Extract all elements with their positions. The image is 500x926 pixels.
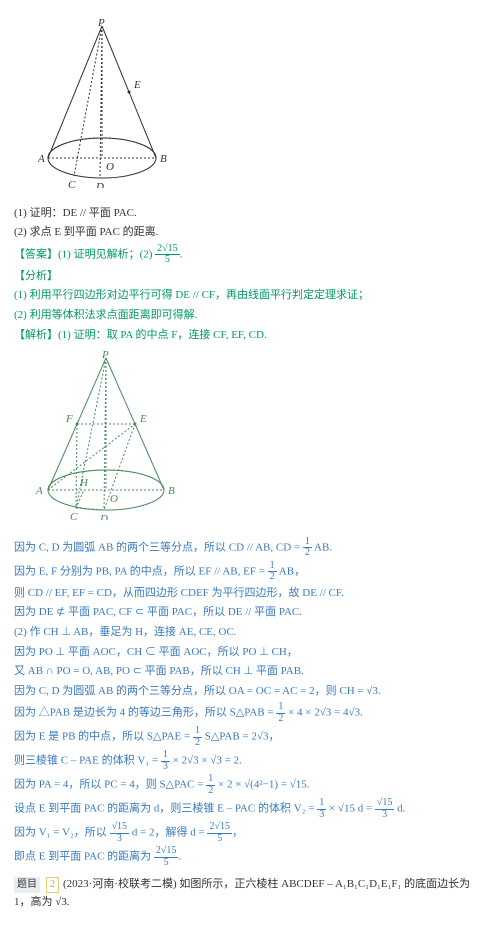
analysis-2: (2) 利用等体积法求点面距离即可得解. bbox=[14, 307, 486, 325]
analysis-label: 【分析】 bbox=[14, 268, 486, 286]
cone-figure-2: P A B C D O E F H bbox=[32, 350, 486, 527]
svg-text:C: C bbox=[70, 511, 78, 520]
p6: 因为 PO ⊥ 平面 AOC，CH ⊂ 平面 AOC，所以 PO ⊥ CH， bbox=[14, 644, 486, 662]
answer-line: 【答案】(1) 证明见解析；(2) 2√155. bbox=[14, 244, 486, 266]
p1: 因为 C, D 为圆弧 AB 的两个三等分点，所以 CD // AB, CD =… bbox=[14, 537, 486, 559]
question-1: (1) 证明：DE // 平面 PAC. bbox=[14, 205, 486, 223]
p7: 又 AB ∩ PO = O, AB, PO ⊂ 平面 PAB，所以 CH ⊥ 平… bbox=[14, 663, 486, 681]
svg-text:H: H bbox=[79, 477, 89, 489]
problem-tag: 题目 bbox=[14, 877, 40, 893]
svg-text:P: P bbox=[101, 350, 109, 361]
cone-figure-1: P A B C D O E bbox=[32, 18, 486, 195]
p5: (2) 作 CH ⊥ AB，垂足为 H，连接 AE, CE, OC. bbox=[14, 624, 486, 642]
p4: 因为 DE ⊄ 平面 PAC, CF ⊂ 平面 PAC，所以 DE // 平面 … bbox=[14, 604, 486, 622]
svg-text:O: O bbox=[106, 161, 114, 173]
svg-text:E: E bbox=[139, 413, 147, 425]
p2: 因为 E, F 分别为 PB, PA 的中点，所以 EF // AB, EF =… bbox=[14, 561, 486, 583]
svg-text:F: F bbox=[65, 413, 73, 425]
problem-source: (2023·河南·校联考二模) 如图所示，正六棱柱 ABCDEF – A₁B₁C… bbox=[14, 878, 470, 908]
p12: 因为 PA = 4，所以 PC = 4，则 S△PAC = 12 × 2 × √… bbox=[14, 774, 486, 796]
p14: 因为 V₁ = V₂，所以 √153 d = 2，解得 d = 2√155， bbox=[14, 822, 486, 844]
svg-text:D: D bbox=[99, 513, 108, 520]
question-2: (2) 求点 E 到平面 PAC 的距离. bbox=[14, 224, 486, 242]
svg-text:D: D bbox=[95, 181, 104, 188]
cone-svg-1: P A B C D O E bbox=[32, 18, 172, 188]
p3: 则 CD // EF, EF = CD，从而四边形 CDEF 为平行四边形，故 … bbox=[14, 585, 486, 603]
p11: 则三棱锥 C – PAE 的体积 V₁ = 13 × 2√3 × √3 = 2. bbox=[14, 750, 486, 772]
svg-text:B: B bbox=[168, 485, 175, 497]
svg-text:O: O bbox=[110, 493, 118, 505]
problem-number: 2 bbox=[46, 877, 59, 893]
svg-text:A: A bbox=[35, 485, 43, 497]
svg-text:B: B bbox=[160, 153, 167, 165]
analysis-1: (1) 利用平行四边形对边平行可得 DE // CF，再由线面平行判定定理求证； bbox=[14, 287, 486, 305]
svg-text:A: A bbox=[37, 153, 45, 165]
answer-label: 【答案】 bbox=[14, 248, 58, 260]
svg-text:P: P bbox=[97, 18, 105, 29]
svg-text:C: C bbox=[68, 179, 76, 188]
p15: 即点 E 到平面 PAC 的距离为 2√155. bbox=[14, 846, 486, 868]
p10: 因为 E 是 PB 的中点，所以 S△PAE = 12 S△PAB = 2√3， bbox=[14, 726, 486, 748]
answer-frac: 2√155 bbox=[155, 244, 180, 266]
solution-line0: 【解析】(1) 证明：取 PA 的中点 F，连接 CF, EF, CD. bbox=[14, 327, 486, 345]
solution-label: 【解析】 bbox=[14, 329, 58, 341]
p13: 设点 E 到平面 PAC 的距离为 d，则三棱锥 E – PAC 的体积 V₂ … bbox=[14, 798, 486, 820]
answer-text: (1) 证明见解析；(2) bbox=[58, 248, 155, 260]
cone-svg-2: P A B C D O E F H bbox=[32, 350, 180, 520]
next-problem: 题目 2(2023·河南·校联考二模) 如图所示，正六棱柱 ABCDEF – A₁… bbox=[14, 876, 486, 911]
p8: 因为 C, D 为圆弧 AB 的两个三等分点，所以 OA = OC = AC =… bbox=[14, 683, 486, 701]
svg-text:E: E bbox=[133, 79, 141, 91]
solution-0: (1) 证明：取 PA 的中点 F，连接 CF, EF, CD. bbox=[58, 329, 267, 341]
p9: 因为 △PAB 是边长为 4 的等边三角形，所以 S△PAB = 12 × 4 … bbox=[14, 702, 486, 724]
